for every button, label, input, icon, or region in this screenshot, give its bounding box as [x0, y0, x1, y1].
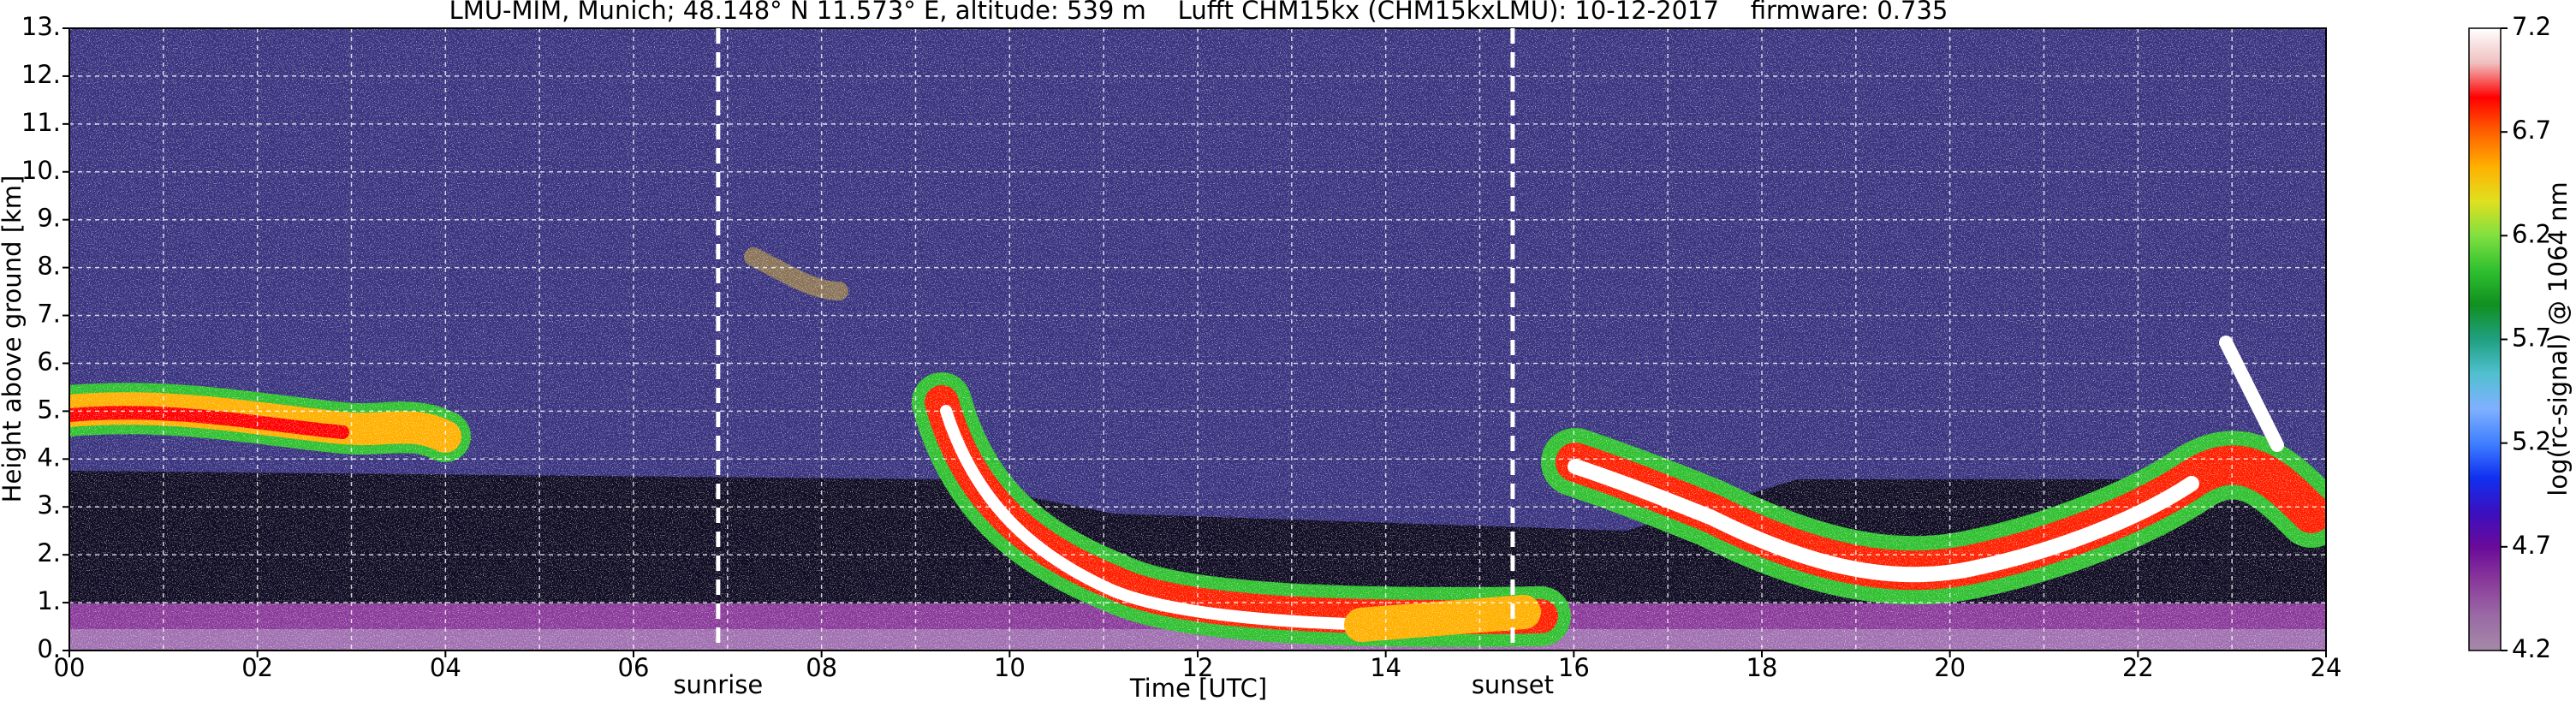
x-tick-label: 18 [1746, 653, 1778, 682]
x-tick-label: 22 [2122, 653, 2154, 682]
x-tick-label: 06 [618, 653, 650, 682]
colorbar-tick-label: 4.7 [2512, 531, 2551, 560]
y-tick-label: 6. [37, 347, 61, 376]
colorbar-tick-label: 4.2 [2512, 634, 2551, 663]
event-label: sunset [1472, 670, 1554, 699]
colorbar-label: log(rc-signal) @ 1064 nm [2543, 181, 2573, 496]
x-tick-label: 12 [1182, 653, 1214, 682]
y-tick-label: 3. [37, 490, 61, 520]
y-tick-label: 0. [37, 634, 61, 663]
x-tick-label: 14 [1370, 653, 1401, 682]
y-axis-label: Height above ground [km] [0, 175, 27, 503]
chart-title: LMU-MIM, Munich; 48.148° N 11.573° E, al… [449, 0, 1948, 25]
x-tick-label: 02 [241, 653, 273, 682]
y-tick-label: 13. [21, 12, 61, 41]
x-axis-label: Time [UTC] [1129, 674, 1267, 703]
y-tick-label: 12. [21, 60, 61, 89]
colorbar-tick-label: 6.2 [2512, 219, 2551, 248]
x-tick-label: 04 [430, 653, 461, 682]
y-tick-label: 8. [37, 252, 61, 281]
x-tick-label: 10 [994, 653, 1026, 682]
y-tick-label: 1. [37, 586, 61, 615]
y-tick-label: 10. [21, 156, 61, 185]
colorbar [2468, 27, 2502, 651]
colorbar-tick-label: 5.2 [2512, 427, 2551, 456]
y-tick-label: 11. [21, 108, 61, 137]
colorbar-tick-label: 6.7 [2512, 116, 2551, 145]
x-tick-label: 08 [806, 653, 837, 682]
event-label: sunrise [673, 670, 763, 699]
y-tick-label: 9. [37, 204, 61, 233]
y-tick-label: 7. [37, 300, 61, 329]
y-tick-label: 2. [37, 538, 61, 567]
x-tick-label: 24 [2311, 653, 2342, 682]
colorbar-tick-label: 5.7 [2512, 324, 2551, 353]
y-tick-label: 5. [37, 395, 61, 424]
x-tick-label: 00 [54, 653, 86, 682]
colorbar-tick-label: 7.2 [2512, 12, 2551, 41]
x-tick-label: 20 [1934, 653, 1966, 682]
x-tick-label: 16 [1558, 653, 1590, 682]
y-tick-label: 4. [37, 443, 61, 472]
